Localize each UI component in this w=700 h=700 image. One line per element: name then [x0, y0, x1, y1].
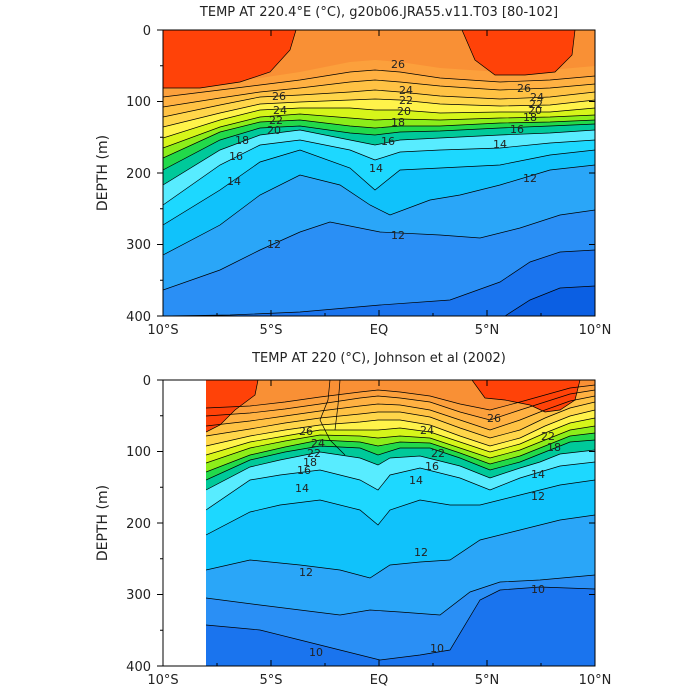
contour-label: 10	[309, 646, 323, 659]
contour-label: 18	[391, 116, 405, 129]
contour-label: 14	[531, 468, 545, 481]
x-tick-label: 5°N	[475, 323, 500, 338]
contour-label: 18	[303, 456, 317, 469]
x-tick-label: EQ	[370, 673, 388, 688]
contour-label: 26	[517, 82, 531, 95]
y-axis-top: DEPTH (m) 0 100 200 300 400	[95, 24, 595, 325]
band-top-26b	[462, 30, 575, 75]
y-axis-label-top: DEPTH (m)	[95, 135, 111, 211]
contour-label: 20	[397, 105, 411, 118]
y-tick-label: 300	[126, 588, 151, 603]
contour-fill-top	[163, 30, 595, 316]
x-tick-label: 5°N	[475, 673, 500, 688]
contour-label: 26	[391, 58, 405, 71]
y-tick-label: 0	[143, 24, 151, 39]
chart-title-bottom: TEMP AT 220 (°C), Johnson et al (2002)	[251, 351, 506, 366]
band-bot-27b	[472, 380, 580, 412]
x-tick-label: 10°N	[579, 323, 612, 338]
contour-label: 14	[369, 162, 383, 175]
x-tick-label: 5°S	[259, 323, 282, 338]
y-tick-label: 0	[143, 374, 151, 389]
y-tick-label: 200	[126, 167, 151, 182]
y-tick-label: 400	[126, 310, 151, 325]
y-tick-label: 100	[126, 445, 151, 460]
x-tick-label: 10°S	[147, 323, 178, 338]
contour-label: 24	[530, 91, 544, 104]
chart-title-top: TEMP AT 220.4°E (°C), g20b06.JRA55.v11.T…	[199, 5, 558, 20]
x-tick-label: 10°S	[147, 673, 178, 688]
contour-label: 16	[297, 464, 311, 477]
panel-bottom: TEMP AT 220 (°C), Johnson et al (2002)	[95, 351, 611, 688]
contour-label: 22	[269, 114, 283, 127]
contour-label: 22	[529, 98, 543, 111]
contour-label: 14	[409, 474, 423, 487]
band-bot-27a	[206, 380, 258, 432]
contour-lines-bottom	[206, 380, 595, 661]
contour-fill-bottom	[206, 380, 595, 666]
contour-label: 14	[493, 138, 507, 151]
contour-label: 12	[523, 172, 537, 185]
contour-label: 12	[299, 566, 313, 579]
y-tick-label: 200	[126, 517, 151, 532]
contour-label: 24	[420, 424, 434, 437]
contour-label: 22	[399, 94, 413, 107]
contour-labels-top: 26 24 22 20 18 16 14 12 12 14 16 18 20 2…	[227, 58, 544, 251]
contour-label: 12	[267, 238, 281, 251]
contour-label: 20	[528, 104, 542, 117]
band-top-26	[163, 30, 296, 88]
x-tick-label: 5°S	[259, 673, 282, 688]
x-axis-top: 10°S 5°S EQ 5°N 10°N	[147, 30, 611, 338]
y-tick-label: 100	[126, 95, 151, 110]
contour-label: 24	[399, 84, 413, 97]
contour-label: 22	[541, 430, 555, 443]
y-axis-bottom: DEPTH (m) 0 100 200 300 400	[95, 374, 595, 675]
contour-label: 24	[273, 104, 287, 117]
contour-label: 18	[547, 441, 561, 454]
contour-label: 22	[307, 447, 321, 460]
contour-label: 16	[510, 123, 524, 136]
contour-label: 22	[431, 447, 445, 460]
contour-label: 12	[414, 546, 428, 559]
contour-label: 10	[430, 642, 444, 655]
contour-label: 20	[267, 124, 281, 137]
contour-label: 24	[311, 437, 325, 450]
contour-label: 16	[229, 150, 243, 163]
contour-label: 26	[299, 425, 313, 438]
contour-labels-bottom: 26 24 22 18 16 14 12 24 22 16 14 12 26 2…	[295, 412, 561, 659]
y-axis-label-bottom: DEPTH (m)	[95, 485, 111, 561]
contour-label: 26	[487, 412, 501, 425]
contour-label: 26	[272, 90, 286, 103]
contour-label: 12	[391, 229, 405, 242]
contour-label: 18	[523, 111, 537, 124]
contour-lines-top	[163, 30, 595, 316]
panel-top: TEMP AT 220.4°E (°C), g20b06.JRA55.v11.T…	[95, 5, 611, 338]
contour-label: 18	[235, 134, 249, 147]
contour-label: 16	[425, 460, 439, 473]
x-axis-bottom: 10°S 5°S EQ 5°N 10°N	[147, 380, 611, 688]
contour-label: 14	[227, 175, 241, 188]
contour-label: 16	[381, 135, 395, 148]
y-tick-label: 400	[126, 660, 151, 675]
y-tick-label: 300	[126, 238, 151, 253]
contour-label: 12	[531, 490, 545, 503]
contour-label: 10	[531, 583, 545, 596]
x-tick-label: 10°N	[579, 673, 612, 688]
contour-label: 14	[295, 482, 309, 495]
x-tick-label: EQ	[370, 323, 388, 338]
